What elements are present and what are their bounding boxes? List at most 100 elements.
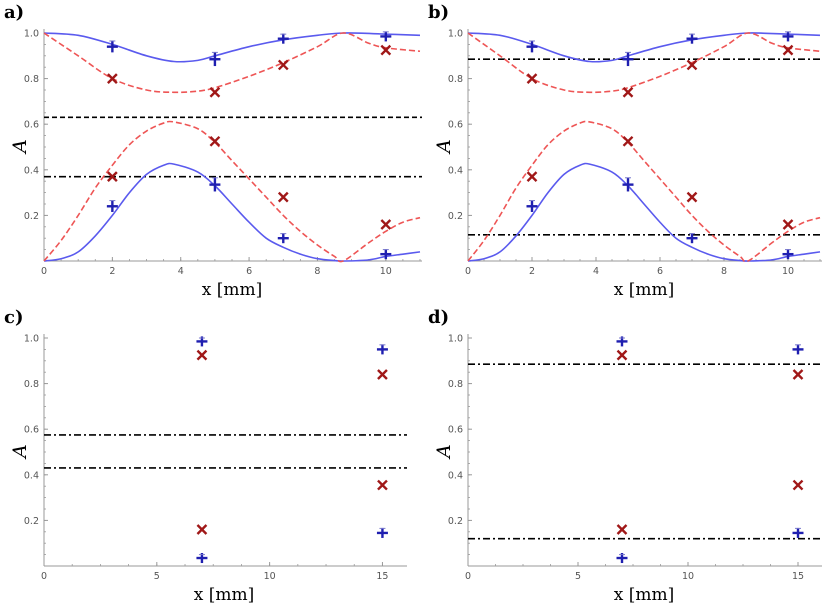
data-point-red-cross <box>686 59 698 71</box>
y-tick-label: 0.8 <box>24 379 39 390</box>
panel-label: d) <box>428 307 449 328</box>
data-point-red-cross <box>616 349 628 361</box>
cross-stroke <box>792 479 804 491</box>
cross-stroke <box>209 135 221 147</box>
data-point-red-cross <box>380 44 392 56</box>
panel-label: b) <box>428 2 449 23</box>
x-tick-label: 0 <box>41 571 47 582</box>
data-point-red-cross <box>277 59 289 71</box>
cross-stroke <box>526 73 538 84</box>
data-point-red-cross <box>526 171 538 182</box>
data-point-blue-plus <box>792 344 804 355</box>
data-point-blue-plus <box>277 233 289 244</box>
x-tick-label: 8 <box>314 266 320 277</box>
y-tick-label: 0.8 <box>448 74 463 85</box>
x-axis-label: x [mm] <box>614 585 675 605</box>
y-tick-label: 0.2 <box>24 211 39 222</box>
y-axis-label: A <box>433 139 455 155</box>
data-point-blue-plus <box>196 553 208 564</box>
cross-stroke <box>782 44 794 56</box>
data-point-blue-plus <box>209 51 221 67</box>
y-tick-label: 0.2 <box>24 516 39 527</box>
data-point-blue-plus <box>209 177 221 192</box>
data-point-red-cross <box>209 135 221 147</box>
data-point-blue-plus <box>622 51 634 67</box>
data-point-red-cross <box>686 191 698 203</box>
x-tick-label: 2 <box>109 266 115 277</box>
panel-c: 0 5 10 15 0.2 0.4 0.6 0.8 1.0c) Ax [mm] <box>4 307 407 605</box>
y-tick-label: 0.4 <box>448 470 463 481</box>
data-point-red-cross <box>107 73 118 84</box>
y-tick-label: 0.6 <box>448 425 463 436</box>
x-tick-label: 5 <box>575 571 581 582</box>
cross-stroke <box>196 524 208 535</box>
x-tick-label: 6 <box>246 266 252 277</box>
cross-stroke <box>686 59 698 71</box>
x-axis-label: x [mm] <box>202 280 263 300</box>
cross-stroke <box>616 349 628 361</box>
x-tick-label: 2 <box>529 266 535 277</box>
data-point-red-cross <box>622 86 634 98</box>
x-tick-label: 10 <box>380 266 392 277</box>
data-point-red-cross <box>209 86 221 98</box>
cross-stroke <box>622 86 634 98</box>
cross-stroke <box>686 191 698 203</box>
panel-label: c) <box>4 307 23 328</box>
curve-red-dashed-upper <box>467 32 821 94</box>
x-axis-label: x [mm] <box>194 585 255 605</box>
curve-blue-solid-upper <box>467 32 821 63</box>
data-point-blue-plus <box>686 33 698 44</box>
curve-red-dashed-lower <box>467 120 821 263</box>
data-point-blue-plus <box>380 31 392 42</box>
data-point-blue-plus <box>616 336 628 347</box>
y-axis-label: A <box>433 444 455 460</box>
x-tick-label: 10 <box>264 571 276 582</box>
curve-blue-solid-lower <box>467 162 821 262</box>
data-point-blue-plus <box>526 40 538 53</box>
y-tick-label: 0.6 <box>24 425 39 436</box>
y-tick-label: 0.2 <box>448 516 463 527</box>
cross-stroke <box>792 369 804 380</box>
y-axis-label: A <box>9 139 31 155</box>
data-point-blue-plus <box>686 233 698 244</box>
data-point-blue-plus <box>616 553 628 564</box>
curve-blue-solid-upper <box>43 32 421 63</box>
x-tick-label: 0 <box>465 571 471 582</box>
data-point-blue-plus <box>782 249 794 260</box>
data-point-red-cross <box>616 524 628 535</box>
y-tick-label: 0.6 <box>448 120 463 131</box>
x-tick-label: 4 <box>593 266 599 277</box>
cross-stroke <box>277 59 289 71</box>
data-point-blue-plus <box>526 200 538 212</box>
cross-stroke <box>526 171 538 182</box>
y-tick-label: 1.0 <box>448 334 463 345</box>
data-point-red-cross <box>792 479 804 491</box>
x-tick-label: 4 <box>178 266 184 277</box>
cross-stroke <box>377 479 388 491</box>
x-tick-label: 6 <box>657 266 663 277</box>
data-point-red-cross <box>622 135 634 147</box>
y-tick-label: 1.0 <box>448 29 463 40</box>
y-tick-label: 0.2 <box>448 211 463 222</box>
data-point-blue-plus <box>277 33 289 44</box>
data-point-red-cross <box>377 369 388 380</box>
cross-stroke <box>380 44 392 56</box>
cross-stroke <box>209 86 221 98</box>
x-tick-label: 5 <box>154 571 160 582</box>
data-point-red-cross <box>196 524 208 535</box>
panel-d: 0 5 10 15 0.2 0.4 0.6 0.8 1.0 d) Ax [mm] <box>428 307 822 605</box>
y-tick-label: 0.4 <box>24 165 39 176</box>
data-point-blue-plus <box>196 336 208 347</box>
x-axis-label: x [mm] <box>614 280 675 300</box>
y-tick-label: 1.0 <box>24 334 39 345</box>
y-tick-label: 0.8 <box>24 74 39 85</box>
x-tick-label: 15 <box>792 571 804 582</box>
cross-stroke <box>616 524 628 535</box>
panel-b: 0 2 4 6 8 10 0.2 0.4 0.6 0.8 1.0 b) Ax [mm] <box>428 2 822 300</box>
panel-a: 0 2 4 6 8 10 0.2 0.4 0.6 0.8 1.0a) Ax [mm] <box>4 2 422 300</box>
x-tick-label: 0 <box>41 266 47 277</box>
y-axis-label: A <box>9 444 31 460</box>
x-tick-label: 0 <box>465 266 471 277</box>
data-point-red-cross <box>782 44 794 56</box>
